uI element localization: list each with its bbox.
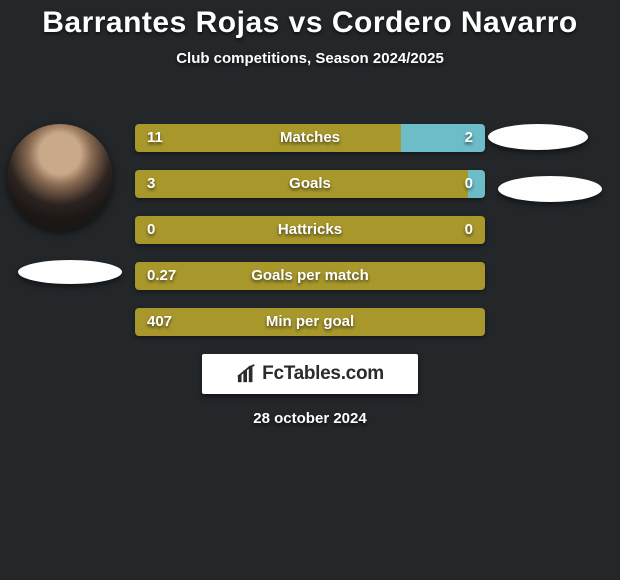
stat-bar-seg-a [135, 308, 485, 336]
stat-bar-seg-a [135, 124, 401, 152]
stat-value-b: 2 [453, 124, 485, 152]
stat-bar-seg-a [135, 170, 468, 198]
player-b-name-oval-1 [488, 124, 588, 150]
player-a-avatar [7, 124, 113, 230]
stat-value-a: 11 [135, 124, 175, 152]
stat-value-b: 0 [453, 170, 485, 198]
stat-value-a: 0.27 [135, 262, 188, 290]
date-caption: 28 october 2024 [0, 410, 620, 427]
stat-bar-goals: 3 0 Goals [135, 170, 485, 198]
stat-value-a: 3 [135, 170, 167, 198]
brand-text: FcTables.com [262, 363, 384, 385]
player-a-name-oval [18, 260, 122, 284]
stat-bar-gpm: 0.27 Goals per match [135, 262, 485, 290]
subtitle: Club competitions, Season 2024/2025 [0, 50, 620, 67]
page-title: Barrantes Rojas vs Cordero Navarro [0, 0, 620, 40]
chart-icon [236, 364, 258, 384]
brand-badge: FcTables.com [202, 354, 418, 394]
stat-value-a: 407 [135, 308, 184, 336]
stat-bar-seg-a [135, 216, 485, 244]
stat-value-a: 0 [135, 216, 167, 244]
stat-bar-matches: 11 2 Matches [135, 124, 485, 152]
stats-bars: 11 2 Matches 3 0 Goals 0 0 Hattricks 0.2… [135, 124, 485, 354]
stat-bar-mpg: 407 Min per goal [135, 308, 485, 336]
stat-bar-hattricks: 0 0 Hattricks [135, 216, 485, 244]
player-b-name-oval-2 [498, 176, 602, 202]
stat-value-b: 0 [453, 216, 485, 244]
